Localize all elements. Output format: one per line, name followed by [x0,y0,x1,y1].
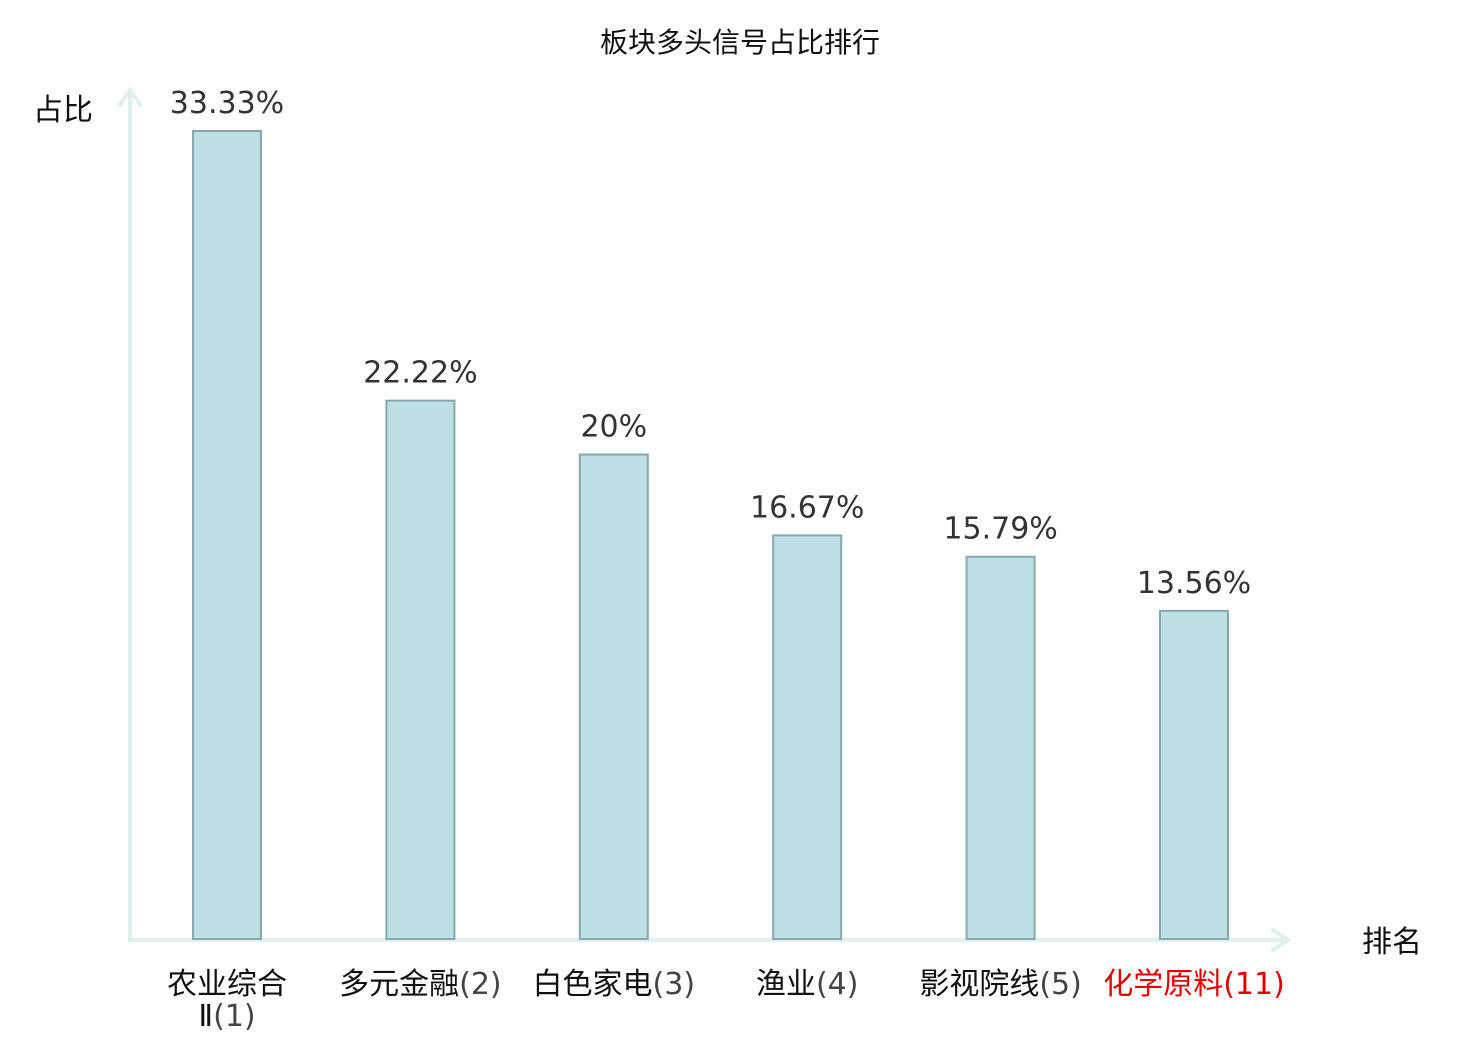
bar [578,453,649,940]
category-label: 多元金融(2) [339,967,502,1002]
value-label: 13.56% [1137,566,1251,601]
value-label: 20% [580,410,647,445]
chart-title: 板块多头信号占比排行 [600,26,880,59]
category-label-continued: Ⅱ(1) [198,999,255,1034]
y-axis [117,86,143,940]
category-label: 白色家电(3) [533,967,696,1002]
category-label: 化学原料(11) [1103,967,1285,1002]
bar [772,534,843,941]
value-label: 16.67% [750,490,864,525]
value-label: 22.22% [363,356,477,391]
category-label: 影视院线(5) [919,967,1082,1002]
bar [192,130,262,940]
x-axis [128,927,1292,953]
category-label: 渔业(4) [756,967,859,1002]
y-axis-label: 占比 [33,93,93,128]
value-label: 33.33% [170,86,284,121]
bar [1159,609,1229,941]
bar [965,555,1036,941]
value-label: 15.79% [943,512,1057,547]
category-label: 农业综合 [167,967,287,1002]
x-axis-label: 排名 [1362,925,1422,960]
bar [385,399,456,940]
